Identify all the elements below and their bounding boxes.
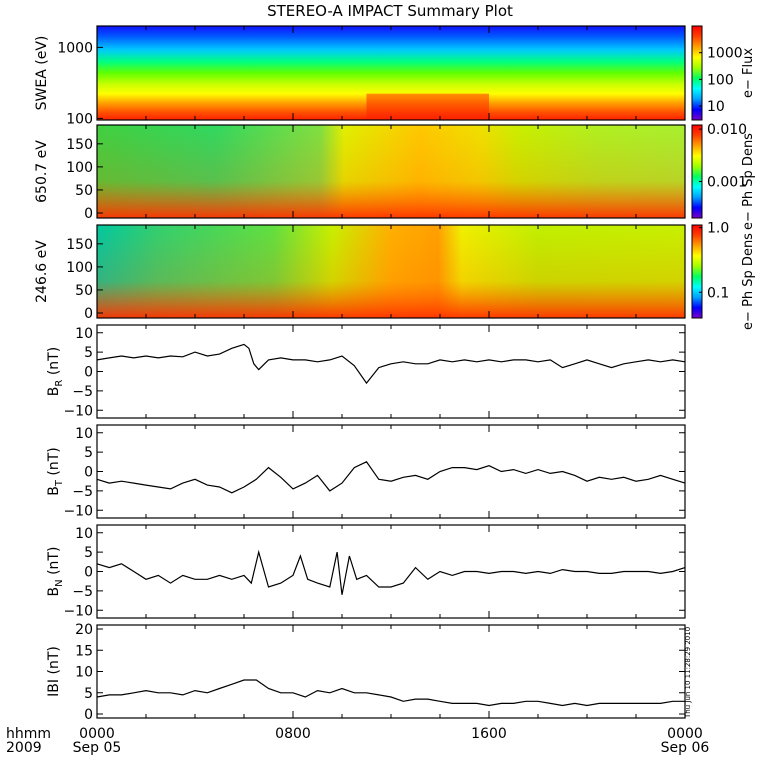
- y-tick-label: 10: [75, 665, 93, 681]
- y-tick-label: 50: [75, 183, 93, 199]
- panel-7: 20 15 10 5 0 IBI (nT): [46, 622, 686, 723]
- colorbar-tick-label: 0.1: [707, 285, 729, 301]
- y-tick-label: −10: [63, 503, 93, 519]
- panel-frame: [96, 424, 686, 519]
- year-label: 2009: [6, 740, 42, 756]
- x-tick-label: 0000: [667, 726, 703, 742]
- timestamp-stamp: Thu Jun 10 11:28:29 2010: [684, 627, 692, 719]
- plot-title: STEREO-A IMPACT Summary Plot: [267, 2, 513, 20]
- y-tick-label: 0: [84, 206, 93, 222]
- y-tick-label: 10: [75, 526, 93, 542]
- series-line: [96, 679, 685, 707]
- y-tick-label: 100: [66, 160, 93, 176]
- y-tick-label: 100: [66, 111, 93, 127]
- y-tick-label: 0: [84, 306, 93, 322]
- y-tick-label: 5: [84, 545, 93, 561]
- y-tick-label: 0: [84, 365, 93, 381]
- x-date-label: Sep 05: [73, 740, 122, 756]
- hhmm-label: hhmm: [6, 726, 51, 742]
- colorbar: [691, 124, 703, 219]
- y-tick-label: 100: [66, 260, 93, 276]
- y-tick-label: 10: [75, 426, 93, 442]
- y-axis-label: BN (nT): [46, 547, 65, 597]
- y-axis-label: BT (nT): [46, 447, 65, 496]
- panel-3: 150 100 50 0 1.0 0.1 e− Ph Sp Dens 246.6 eV: [34, 221, 756, 330]
- colorbar-tick-label: 10: [707, 99, 725, 115]
- y-tick-label: 50: [75, 283, 93, 299]
- y-tick-label: 0: [84, 465, 93, 481]
- y-tick-label: 15: [75, 643, 93, 659]
- y-axis-label: 650.7 eV: [34, 140, 50, 203]
- panel-1: 1000 100 1000 100 10 e− Flux SWEA (eV): [34, 25, 756, 127]
- panel-6: 10 5 0 −5 −10 BN (nT): [46, 524, 686, 619]
- colorbar-label: e− Ph Sp Dens: [741, 133, 756, 230]
- colorbar-label: e− Flux: [741, 48, 756, 98]
- y-tick-label: −10: [63, 403, 93, 419]
- y-tick-label: 0: [84, 707, 93, 723]
- colorbar: [691, 224, 703, 319]
- colorbar-tick-label: 0.010: [707, 122, 747, 138]
- y-tick-label: 10: [75, 326, 93, 342]
- panel-4: 10 5 0 −5 −10 BR (nT): [46, 324, 686, 419]
- series-line: [96, 549, 686, 595]
- panel-frame: [96, 524, 686, 619]
- y-tick-label: 150: [66, 237, 93, 253]
- series-line: [96, 343, 686, 385]
- colorbar-tick-label: 100: [707, 72, 734, 88]
- x-tick-label: 0800: [275, 726, 311, 742]
- colorbar-label: e− Ph Sp Dens: [741, 233, 756, 330]
- y-tick-label: 150: [66, 137, 93, 153]
- y-axis-label: IBI (nT): [46, 646, 62, 697]
- panel-5: 10 5 0 −5 −10 BT (nT): [46, 424, 686, 519]
- series-line: [96, 461, 686, 494]
- colorbar: [691, 25, 703, 121]
- colorbar-tick-label: 0.001: [707, 174, 747, 190]
- y-tick-label: −5: [72, 484, 93, 500]
- y-tick-label: 1000: [57, 40, 93, 56]
- x-date-label: Sep 06: [661, 740, 710, 756]
- x-tick-label: 1600: [471, 726, 507, 742]
- x-tick-label: 0000: [79, 726, 115, 742]
- colorbar-tick-label: 1.0: [707, 221, 729, 237]
- y-tick-label: 0: [84, 565, 93, 581]
- y-tick-label: 5: [84, 345, 93, 361]
- y-tick-label: −10: [63, 603, 93, 619]
- y-tick-label: −5: [72, 384, 93, 400]
- colorbar-tick-label: 1000: [707, 46, 743, 62]
- y-tick-label: 5: [84, 686, 93, 702]
- spectrogram-low-band: [97, 225, 685, 318]
- y-axis-label: SWEA (eV): [34, 36, 50, 111]
- y-axis-label: BR (nT): [46, 347, 65, 396]
- panel-frame: [96, 324, 686, 419]
- spectrogram-hotspot: [366, 93, 489, 120]
- y-tick-label: 20: [75, 622, 93, 638]
- spectrogram-low-band: [97, 125, 685, 218]
- y-tick-label: 5: [84, 445, 93, 461]
- y-axis-label: 246.6 eV: [34, 240, 50, 303]
- y-tick-label: −5: [72, 584, 93, 600]
